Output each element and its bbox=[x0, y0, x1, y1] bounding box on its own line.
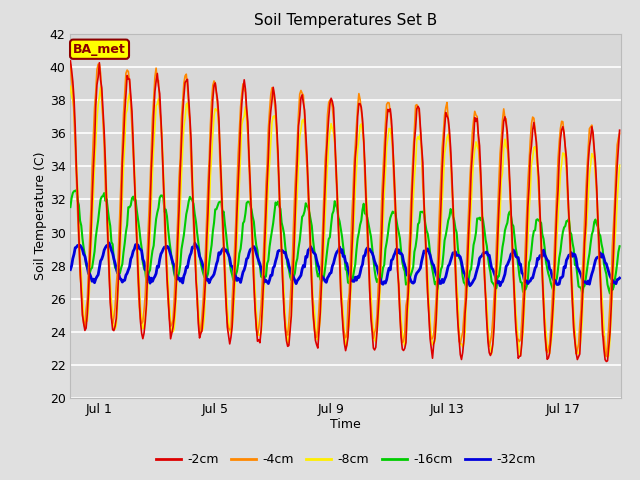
Title: Soil Temperatures Set B: Soil Temperatures Set B bbox=[254, 13, 437, 28]
Y-axis label: Soil Temperature (C): Soil Temperature (C) bbox=[34, 152, 47, 280]
Legend: -2cm, -4cm, -8cm, -16cm, -32cm: -2cm, -4cm, -8cm, -16cm, -32cm bbox=[151, 448, 540, 471]
X-axis label: Time: Time bbox=[330, 418, 361, 431]
Text: BA_met: BA_met bbox=[73, 43, 126, 56]
